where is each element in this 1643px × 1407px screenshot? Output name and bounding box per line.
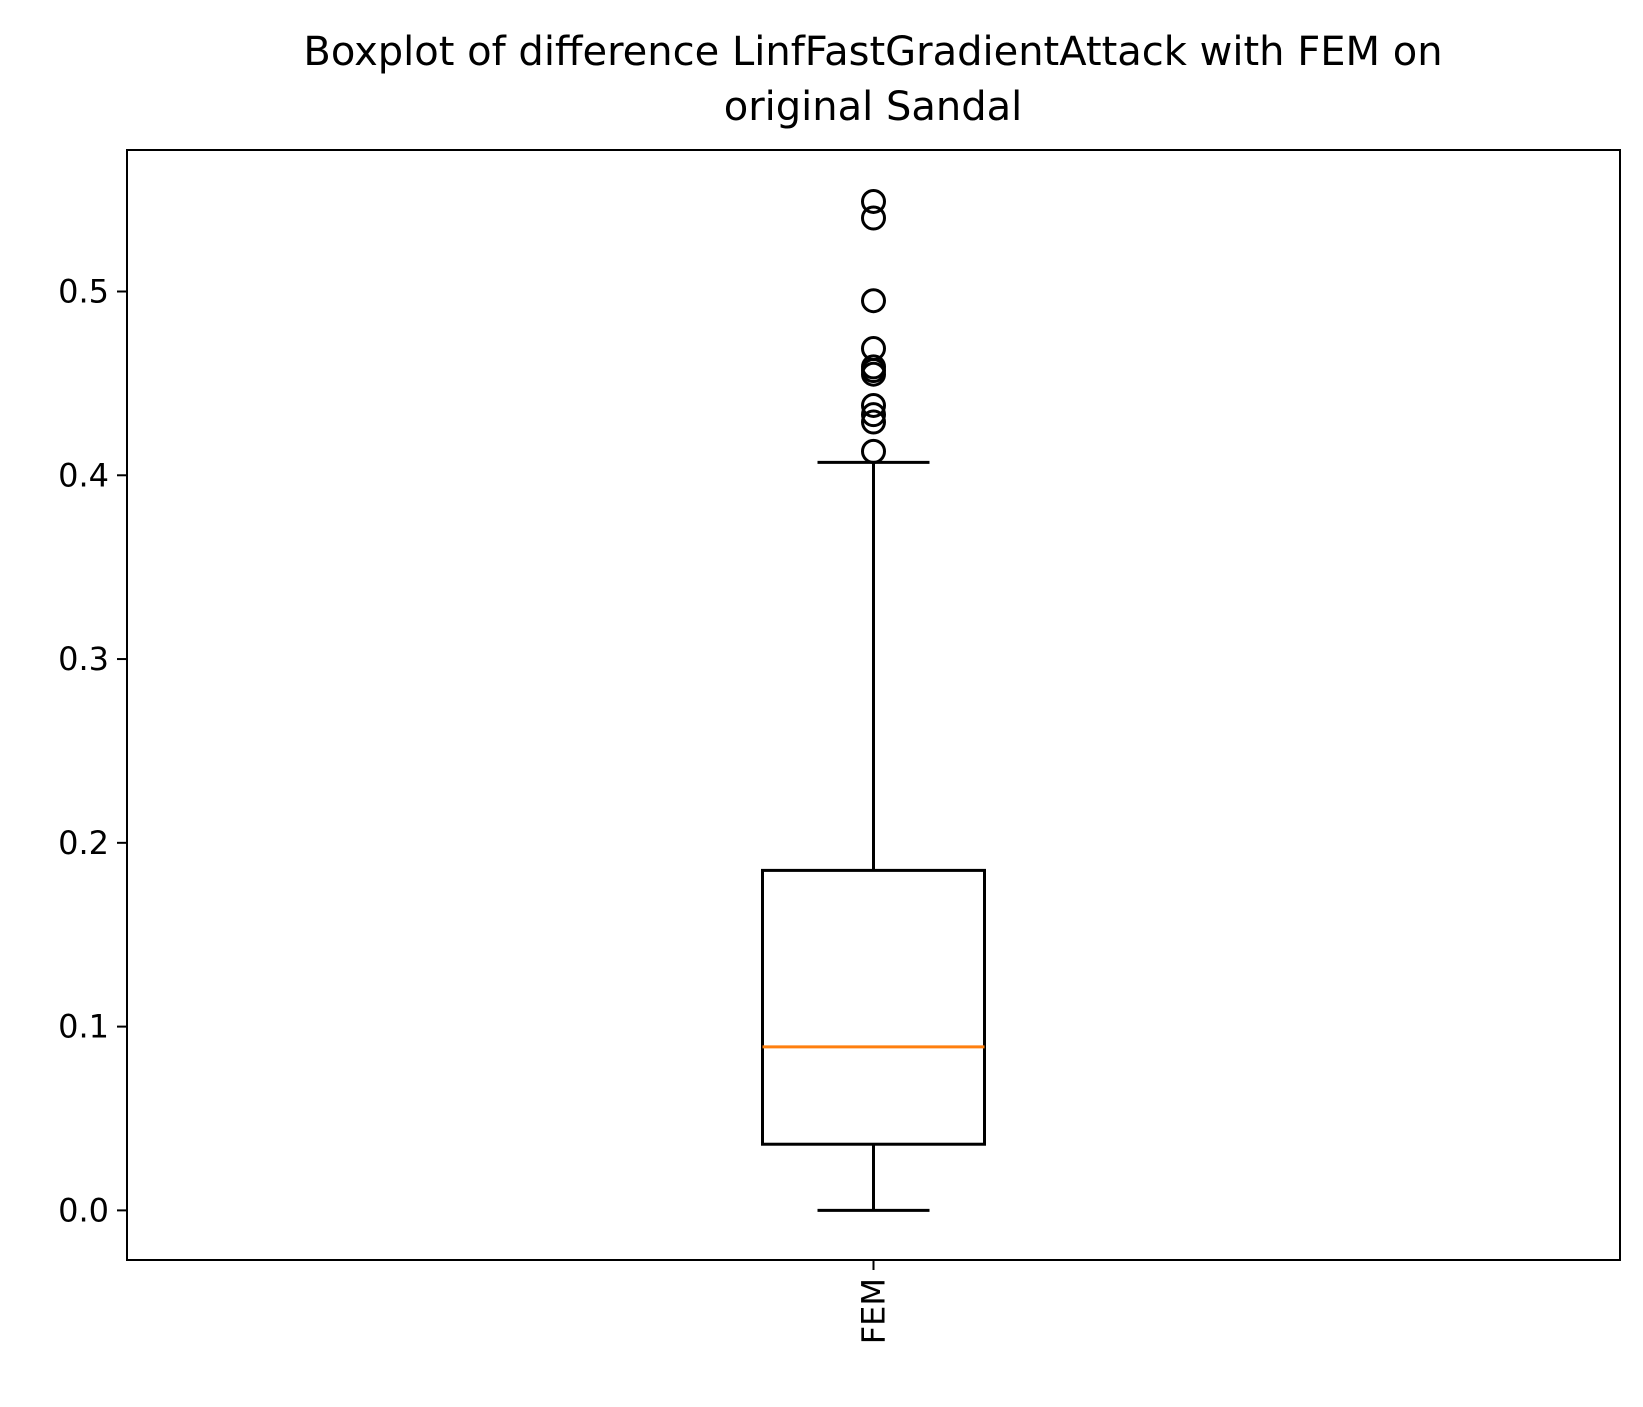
flier-point [861,335,886,361]
flier-point [861,288,886,314]
y-tick-label: 0.2 [58,824,109,862]
flier-point [861,409,886,435]
flier-point [861,438,886,464]
chart-title-line-1: Boxplot of difference LinfFastGradientAt… [303,29,1442,75]
y-tick-label: 0.5 [58,273,109,311]
axes-frame [126,149,1621,1261]
y-tick-label: 0.0 [58,1191,109,1229]
chart-title-line-2: original Sandal [724,84,1023,130]
flier-point [861,205,886,231]
flier-point [861,188,886,214]
box-iqr [761,868,986,1146]
plot-area: 0.0 0.1 0.2 0.3 0.4 0.5 FEM [58,149,1621,1344]
y-tick-label: 0.3 [58,640,109,678]
chart-title: Boxplot of difference LinfFastGradientAt… [303,29,1442,130]
box-group-fem [761,188,986,1212]
y-tick-label: 0.4 [58,456,109,494]
x-tick-label: FEM [855,1278,893,1344]
flier-point [861,402,886,428]
flier-point [861,392,886,418]
flier-point [861,354,886,380]
y-tick-label: 0.1 [58,1008,109,1046]
